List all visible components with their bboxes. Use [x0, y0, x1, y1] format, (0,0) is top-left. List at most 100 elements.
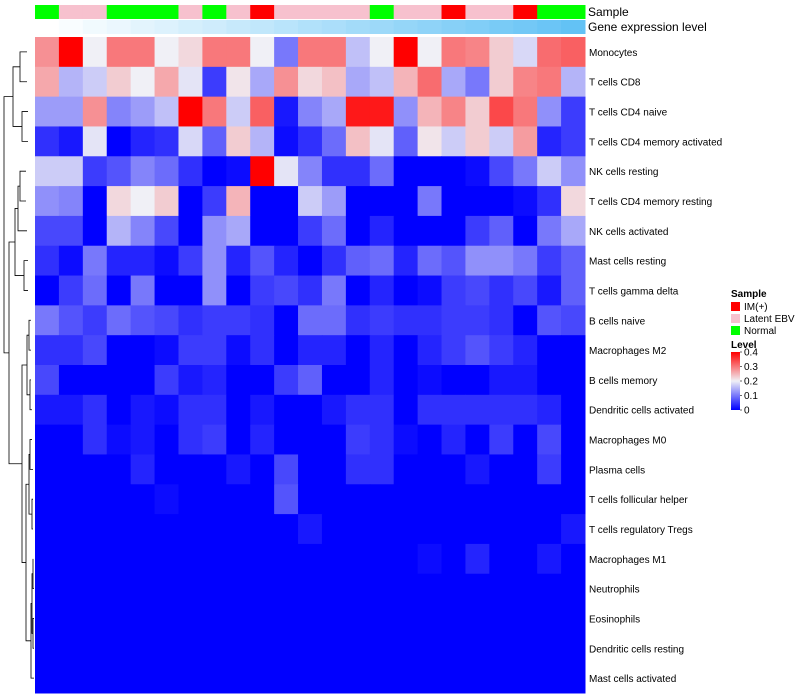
heatmap-cell: [274, 37, 299, 68]
heatmap-cell: [178, 514, 203, 545]
dendrogram-branch: [3, 96, 13, 354]
heatmap-cell: [178, 394, 203, 426]
heatmap-cell: [321, 424, 347, 455]
heatmap-cell: [298, 215, 323, 247]
heatmap-cell: [82, 603, 108, 634]
expression-annotation-track: [35, 20, 586, 34]
heatmap-cell: [417, 186, 443, 217]
heatmap-cell: [202, 126, 227, 157]
heatmap-cell: [178, 37, 203, 68]
heatmap-cell: [513, 275, 538, 306]
expression-annotation-cell: [537, 20, 562, 34]
heatmap-cell: [561, 633, 586, 664]
heatmap-cell: [513, 215, 538, 247]
heatmap-cell: [417, 66, 443, 98]
heatmap-cell: [35, 215, 60, 247]
heatmap-cell: [298, 543, 323, 575]
heatmap-cell: [226, 484, 251, 515]
heatmap-cell: [369, 275, 395, 306]
heatmap-cell: [513, 335, 538, 366]
heatmap-cell: [178, 305, 203, 336]
expression-annotation-cell: [441, 20, 466, 34]
heatmap-cell: [106, 663, 132, 694]
row-label: T cells CD8: [589, 78, 641, 89]
heatmap-cell: [154, 663, 179, 694]
heatmap-cell: [274, 275, 299, 306]
heatmap-cell: [130, 275, 156, 306]
legend-swatch: [731, 314, 740, 323]
heatmap-cell: [321, 126, 347, 157]
legend-level-tick-label: 0.1: [744, 391, 758, 402]
heatmap-cell: [489, 454, 514, 485]
heatmap-cell: [130, 663, 156, 694]
heatmap-cell: [441, 96, 466, 127]
heatmap-cell: [82, 454, 108, 485]
heatmap-cell: [178, 126, 203, 157]
row-dendrogram: [3, 51, 34, 679]
heatmap-cell: [369, 484, 395, 515]
row-label: Monocytes: [589, 48, 637, 59]
legend-level-tick-label: 0.2: [744, 377, 758, 388]
row-label: T cells CD4 naive: [589, 108, 668, 119]
heatmap-cell: [537, 66, 562, 98]
heatmap-cell: [58, 245, 84, 277]
heatmap-cell: [345, 633, 371, 664]
sample-annotation-cell: [154, 5, 179, 19]
sample-annotation-cell: [82, 5, 108, 19]
heatmap-cell: [274, 245, 299, 277]
heatmap-cell: [465, 543, 490, 575]
heatmap-cell: [513, 365, 538, 396]
heatmap-cell: [465, 663, 490, 694]
heatmap-cell: [321, 573, 347, 605]
heatmap-cell: [82, 514, 108, 545]
heatmap-cell: [82, 305, 108, 336]
heatmap-cell: [513, 484, 538, 515]
heatmap-cell: [417, 37, 443, 68]
sample-annotation-cell: [513, 5, 538, 19]
heatmap-cell: [274, 335, 299, 366]
heatmap-cell: [58, 394, 84, 426]
heatmap-cell: [250, 633, 275, 664]
heatmap-cell: [465, 215, 490, 247]
heatmap-cell: [82, 37, 108, 68]
heatmap-cell: [154, 454, 179, 485]
heatmap-cell: [537, 275, 562, 306]
heatmap-cell: [82, 126, 108, 157]
heatmap-cell: [441, 126, 466, 157]
row-label: NK cells activated: [589, 227, 668, 238]
heatmap-cell: [489, 394, 514, 426]
heatmap-cell: [274, 365, 299, 396]
heatmap-cell: [393, 603, 419, 634]
heatmap-cell: [106, 156, 132, 187]
heatmap-cell: [274, 484, 299, 515]
row-label: Neutrophils: [589, 585, 640, 596]
heatmap-cell: [537, 394, 562, 426]
heatmap-cell: [178, 275, 203, 306]
heatmap-cell: [82, 335, 108, 366]
sample-annotation-cell: [35, 5, 60, 19]
expression-annotation-cell: [226, 20, 251, 34]
heatmap-cell: [250, 454, 275, 485]
sample-annotation-cell: [345, 5, 371, 19]
heatmap-cell: [465, 156, 490, 187]
expression-annotation-cell: [513, 20, 538, 34]
heatmap-cell: [369, 66, 395, 98]
heatmap-cell: [393, 394, 419, 426]
heatmap-cell: [106, 66, 132, 98]
sample-annotation-cell: [465, 5, 490, 19]
heatmap-cell: [106, 186, 132, 217]
heatmap-cell: [202, 215, 227, 247]
sample-annotation-cell: [561, 5, 586, 19]
heatmap-cell: [417, 96, 443, 127]
dendrogram-branch: [29, 439, 33, 470]
heatmap-cell: [35, 126, 60, 157]
heatmap-cell: [58, 275, 84, 306]
sample-annotation-cell: [58, 5, 84, 19]
legend-sample-label: IM(+): [744, 302, 768, 313]
heatmap-cell: [417, 424, 443, 455]
heatmap-cell: [441, 245, 466, 277]
heatmap-cell: [202, 603, 227, 634]
heatmap-cell: [345, 275, 371, 306]
heatmap-cell: [298, 37, 323, 68]
